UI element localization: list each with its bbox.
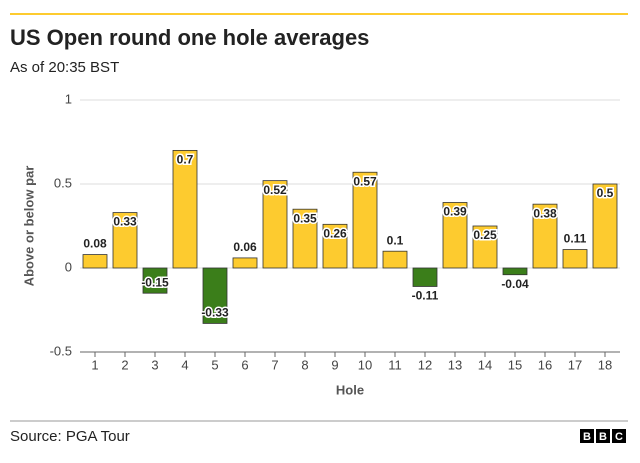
bar: [82, 254, 108, 269]
bar: [352, 171, 378, 269]
x-tick-label: 2: [121, 357, 128, 372]
bar: [442, 202, 468, 269]
value-label: 0.5: [597, 186, 614, 200]
logo-box: [596, 429, 610, 443]
x-tick-label: 6: [241, 357, 248, 372]
bar: [292, 208, 318, 269]
bar: [142, 267, 168, 294]
x-tick-label: 7: [271, 357, 278, 372]
x-tick-label: 14: [478, 357, 492, 372]
y-axis-label: Above or below par: [21, 166, 36, 287]
x-tick-label: 1: [91, 357, 98, 372]
bar: [322, 223, 348, 269]
value-label: -0.33: [201, 306, 229, 320]
value-label: 0.06: [233, 240, 257, 254]
value-label: 0.7: [177, 153, 194, 167]
value-label: -0.15: [141, 275, 169, 289]
value-label: 0.57: [353, 174, 377, 188]
y-tick-label: -0.5: [50, 343, 72, 358]
x-tick-label: 13: [448, 357, 462, 372]
x-tick-label: 17: [568, 357, 582, 372]
bar: [562, 249, 588, 269]
bar: [172, 149, 198, 269]
logo-letter: B: [583, 431, 591, 443]
value-label: 0.39: [443, 205, 467, 219]
bar: [202, 267, 228, 324]
x-tick-label: 16: [538, 357, 552, 372]
x-tick-label: 15: [508, 357, 522, 372]
x-axis-label: Hole: [336, 382, 364, 397]
bar: [532, 203, 558, 269]
source: Source: PGA Tour: [10, 428, 130, 445]
bar: [232, 257, 258, 269]
x-tick-label: 8: [301, 357, 308, 372]
value-label: 0.11: [564, 232, 587, 246]
logo-box: [612, 429, 626, 443]
value-label: 0.08: [83, 237, 107, 251]
value-label: 0.35: [293, 211, 317, 225]
value-label: 0.26: [323, 226, 347, 240]
y-tick-label: 1: [65, 91, 72, 106]
x-tick-label: 18: [598, 357, 612, 372]
value-label: -0.04: [501, 277, 529, 291]
value-label: 0.33: [113, 215, 137, 229]
x-tick-label: 9: [331, 357, 338, 372]
value-label: 0.52: [263, 183, 287, 197]
x-tick-label: 4: [181, 357, 188, 372]
bar: [262, 180, 288, 269]
value-label: -0.11: [412, 289, 439, 303]
x-tick-label: 10: [358, 357, 372, 372]
bar: [412, 267, 438, 287]
value-label: 0.1: [387, 233, 404, 247]
bar: [382, 250, 408, 269]
y-tick-label: 0.5: [54, 175, 72, 190]
bar: [472, 225, 498, 269]
chart-subtitle: As of 20:35 BST: [10, 59, 119, 76]
x-tick-label: 11: [388, 357, 402, 372]
chart-title: US Open round one hole averages: [10, 25, 369, 50]
x-tick-label: 3: [151, 357, 158, 372]
bar: [112, 212, 138, 269]
x-tick-label: 5: [211, 357, 218, 372]
x-tick-label: 12: [418, 357, 432, 372]
bar: [502, 267, 528, 276]
logo-letter: B: [599, 431, 607, 443]
y-tick-label: 0: [65, 259, 72, 274]
value-label: 0.25: [473, 228, 497, 242]
bar: [592, 183, 618, 269]
logo-letter: C: [615, 431, 623, 443]
value-label: 0.38: [533, 206, 557, 220]
logo-box: [580, 429, 594, 443]
